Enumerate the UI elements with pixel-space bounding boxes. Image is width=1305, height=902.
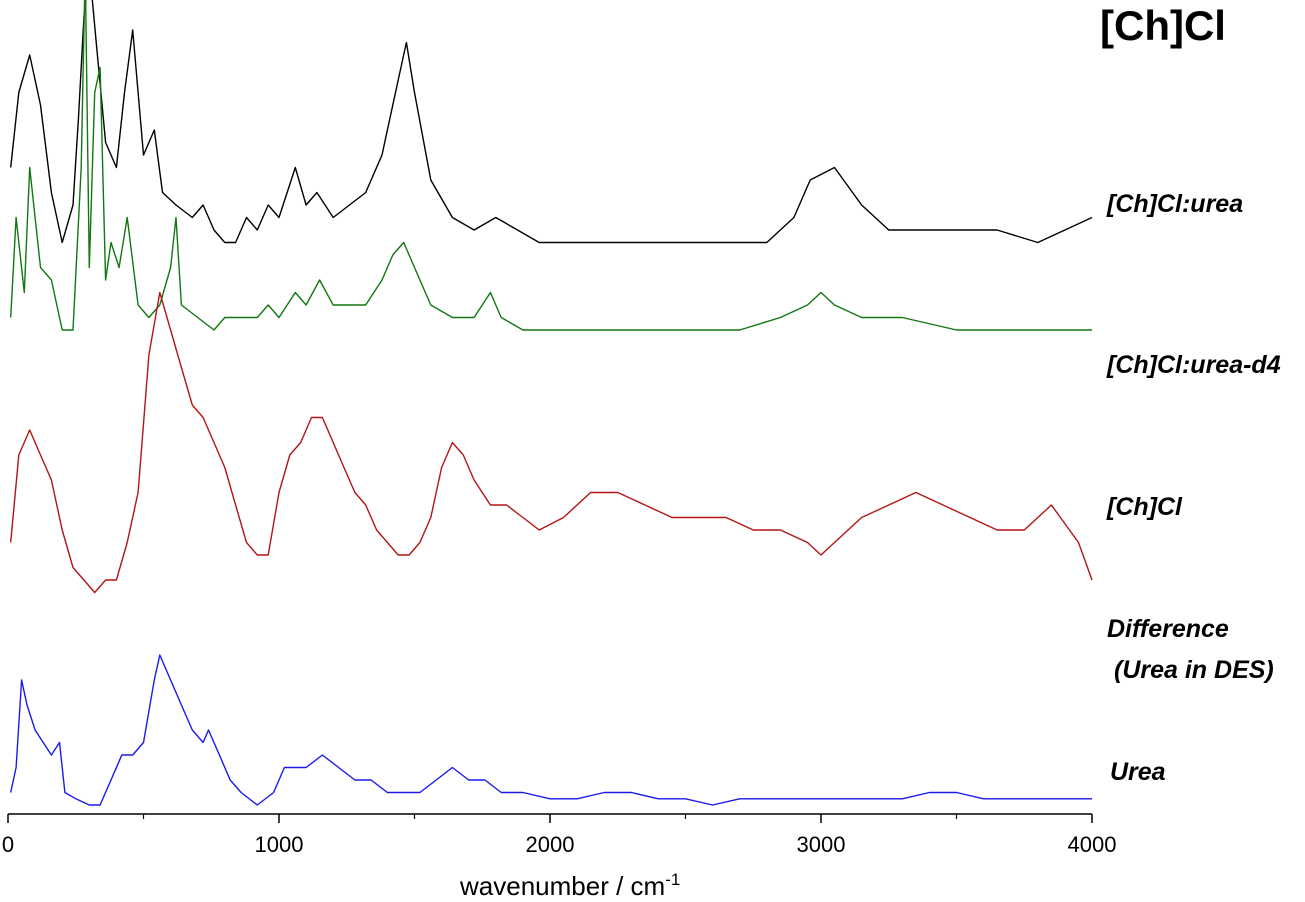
series-line-1 bbox=[10, 0, 1093, 244]
series-label-4: Urea bbox=[1110, 758, 1166, 786]
series-labels: [Ch]Cl:urea [Ch]Cl:urea-d4 [Ch]Cl Differenc… bbox=[1106, 190, 1281, 786]
series-group bbox=[10, 0, 1093, 806]
series-label-2: [Ch]Cl bbox=[1106, 493, 1183, 521]
x-axis-label-superscript: -1 bbox=[665, 870, 680, 889]
series-label-3-line-0: Difference bbox=[1107, 615, 1229, 643]
series-line-2 bbox=[10, 0, 1092, 331]
x-tick-label-0: 0 bbox=[2, 832, 14, 857]
x-tick-label-1: 1000 bbox=[255, 832, 304, 857]
chart-title: [Ch]Cl bbox=[1100, 2, 1226, 49]
x-tick-label-4: 4000 bbox=[1068, 832, 1117, 857]
series-line-4 bbox=[10, 654, 1092, 806]
x-axis-ticks: 0 1000 2000 3000 4000 bbox=[2, 814, 1117, 857]
x-axis-label: wavenumber / cm-1 bbox=[459, 870, 680, 901]
x-tick-label-3: 3000 bbox=[797, 832, 846, 857]
series-label-1: [Ch]Cl:urea-d4 bbox=[1106, 351, 1281, 379]
series-line-3 bbox=[10, 291, 1093, 594]
series-label-0: [Ch]Cl:urea bbox=[1106, 190, 1243, 218]
series-label-3: Difference (Urea in DES) bbox=[1107, 615, 1274, 684]
x-axis-label-text: wavenumber / cm bbox=[459, 871, 665, 901]
x-tick-label-2: 2000 bbox=[526, 832, 575, 857]
series-label-3-line-1: (Urea in DES) bbox=[1114, 656, 1274, 684]
